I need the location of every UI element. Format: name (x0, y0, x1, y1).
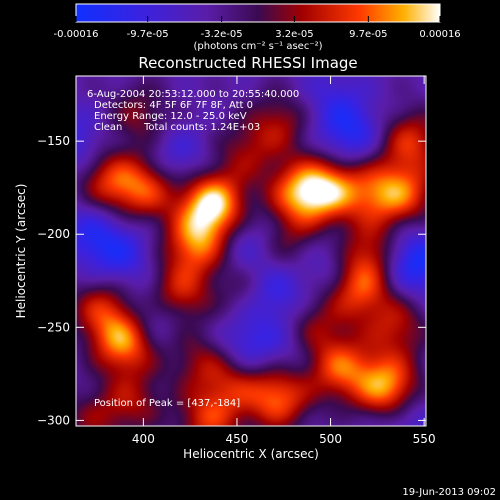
annotation-algorithm: Clean (94, 122, 122, 133)
annotation-energy-range: Energy Range: 12.0 - 25.0 keV (94, 111, 247, 122)
colorbar-tick-label: -9.7e-05 (127, 29, 169, 40)
x-tick-label: 450 (226, 432, 249, 446)
y-axis-ticks: −150 −200 −250 −300 (37, 134, 426, 427)
y-tick-label: −200 (37, 227, 70, 241)
x-tick-label: 400 (132, 432, 155, 446)
y-tick-label: −250 (37, 320, 70, 334)
plot-frame (75, 75, 427, 427)
x-tick-label: 500 (319, 432, 342, 446)
colorbar-tick-label: 3.2e-05 (275, 29, 313, 40)
x-axis-label: Heliocentric X (arcsec) (183, 447, 319, 461)
heatmap-image (76, 76, 426, 426)
y-tick-label: −300 (37, 413, 70, 427)
annotation-detectors: Detectors: 4F 5F 6F 7F 8F, Att 0 (94, 100, 253, 111)
colorbar-ticks (75, 16, 441, 22)
annotation-time-range: 6-Aug-2004 20:53:12.000 to 20:55:40.000 (87, 89, 299, 100)
colorbar-tick-label: 0.00016 (419, 29, 460, 40)
x-axis-ticks: 400 450 500 550 (132, 76, 436, 446)
y-tick-label: −150 (37, 134, 70, 148)
info-annotations: 6-Aug-2004 20:53:12.000 to 20:55:40.000 … (87, 89, 299, 409)
y-axis-label: Heliocentric Y (arcsec) (14, 184, 28, 319)
annotation-total-counts: Total counts: 1.24E+03 (143, 122, 260, 133)
x-tick-label: 550 (413, 432, 436, 446)
chart-title: Reconstructed RHESSI Image (138, 54, 357, 72)
colorbar-tick-label: -3.2e-05 (201, 29, 243, 40)
colorbar (75, 3, 441, 23)
heatmap-container (76, 76, 426, 426)
colorbar-unit-label: (photons cm⁻² s⁻¹ asec⁻²) (193, 41, 322, 52)
annotation-peak-position: Position of Peak = [437,-184] (94, 398, 240, 409)
colorbar-tick-label: 9.7e-05 (349, 29, 387, 40)
colorbar-tick-label: -0.00016 (54, 29, 99, 40)
footer-timestamp: 19-Jun-2013 09:02 (402, 487, 496, 498)
colorbar-tick-labels: -0.00016 -9.7e-05 -3.2e-05 3.2e-05 9.7e-05 0.… (54, 29, 461, 40)
